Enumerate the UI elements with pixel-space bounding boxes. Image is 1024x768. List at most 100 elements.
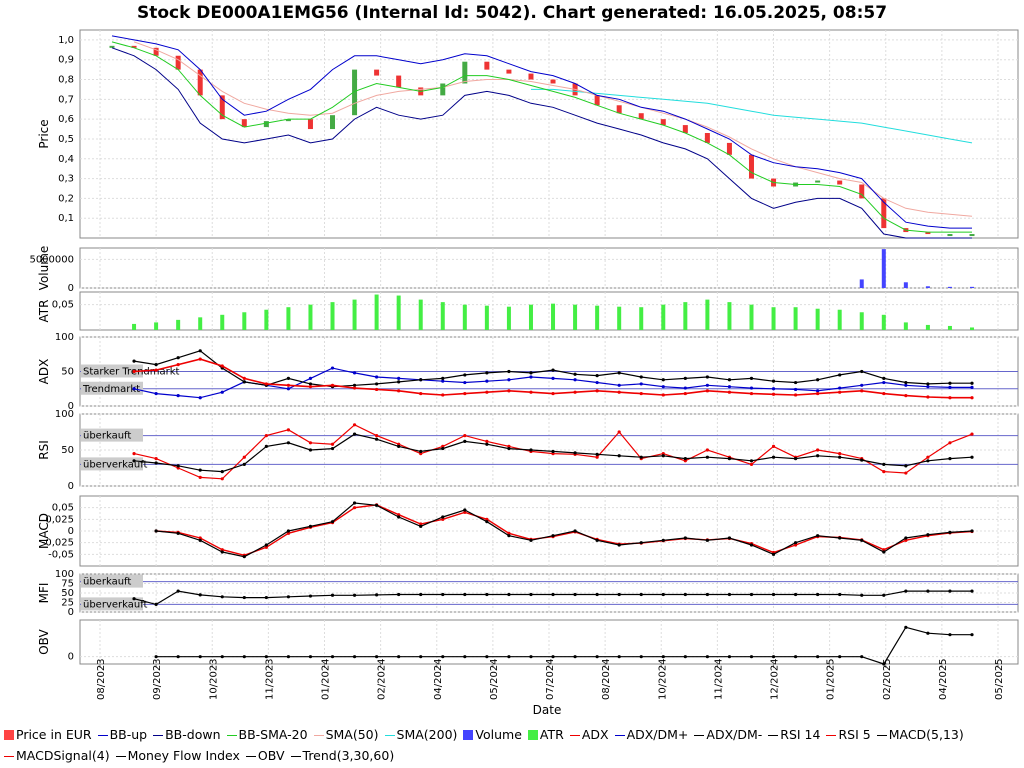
macd-line-point	[242, 555, 246, 559]
dm-minus-line-point	[485, 371, 489, 375]
price-candle	[263, 121, 269, 128]
macd-line-point	[771, 552, 776, 556]
volume-y-label: Volume	[37, 246, 51, 291]
price-candle	[660, 119, 666, 126]
legend-item: Money Flow Index	[115, 745, 240, 766]
rsi14-line-point	[683, 457, 687, 461]
rsi14-line-point	[595, 452, 599, 456]
obv-line-point	[507, 655, 511, 659]
y-tick-label: 0,05	[52, 300, 74, 311]
rsi14-line-point	[286, 441, 291, 445]
mfi-line-point	[882, 593, 886, 597]
dm-minus-line-point	[904, 380, 908, 385]
dm-plus-line-point	[771, 387, 776, 391]
legend-label: Volume	[475, 727, 522, 742]
atr-bar	[440, 302, 445, 330]
dm-plus-line-point	[308, 376, 313, 380]
macd-line-point	[882, 550, 886, 554]
price-candle	[638, 113, 644, 120]
legend-marker	[290, 756, 301, 757]
rsi14-line-point	[617, 454, 621, 458]
legend-item: SMA(200)	[384, 724, 457, 745]
rsi14-line-point	[639, 455, 643, 459]
dm-minus-line-point	[352, 383, 357, 387]
adx-panel: 0 50 100 ADX Starker Trendmarkt Trendmarkt	[37, 332, 1019, 412]
y-tick-label: 0	[68, 607, 74, 618]
dm-minus-line-point	[948, 381, 952, 385]
dm-minus-line-point	[595, 374, 599, 378]
mfi-line-point	[771, 592, 776, 597]
obv-line-point	[352, 655, 357, 659]
adx-y-label: ADX	[37, 359, 51, 385]
mfi-line-point	[705, 592, 709, 597]
rsi5-line-point	[264, 434, 268, 438]
rsi14-line-point	[882, 462, 886, 466]
obv-line-point	[705, 655, 709, 659]
adx-line-point	[264, 382, 268, 386]
legend-item: Price in EUR	[4, 724, 92, 745]
obv-line-point	[683, 655, 687, 659]
macd-signal-line-point	[463, 510, 467, 514]
adx-line-point	[286, 383, 291, 387]
mfi-line-point	[639, 592, 643, 597]
rsi14-line-point	[749, 459, 754, 463]
rsi5-line-point	[154, 457, 158, 461]
rsi14-line-point	[198, 468, 202, 472]
sma50-line	[133, 41, 973, 217]
obv-line-point	[485, 655, 489, 659]
y-tick-label: 0,5	[58, 134, 74, 145]
y-tick-label: 0	[68, 283, 74, 294]
atr-bar	[220, 314, 225, 330]
price-candle	[484, 61, 490, 70]
macd-line-point	[485, 520, 489, 524]
mfi-line-point	[683, 592, 687, 597]
dm-minus-line-point	[551, 368, 555, 372]
atr-bar	[727, 302, 732, 330]
macd-line-point	[397, 515, 401, 519]
rsi14-line-point	[838, 455, 842, 459]
rsi5-line-point	[352, 423, 357, 427]
dm-minus-line-point	[529, 371, 533, 375]
x-tick-label: 02/2024	[377, 658, 388, 700]
legend-item: OBV	[245, 745, 285, 766]
dm-plus-line-point	[904, 383, 908, 387]
legend-item: Volume	[463, 724, 522, 745]
atr-bar	[903, 322, 908, 330]
reference-label: Trendmarkt	[82, 384, 140, 395]
mfi-line-point	[904, 589, 908, 593]
dm-minus-line-point	[397, 380, 401, 384]
rsi14-line-point	[970, 455, 974, 459]
rsi5-line-point	[242, 455, 246, 459]
price-candle	[462, 61, 468, 84]
price-candle	[307, 119, 313, 130]
adx-line-point	[683, 391, 687, 396]
macd-line-point	[463, 508, 467, 512]
price-candle	[815, 180, 821, 183]
dm-plus-line-point	[286, 387, 291, 391]
dm-plus-line-point	[948, 385, 952, 389]
atr-bar	[859, 312, 864, 330]
legend-label: BB-SMA-20	[238, 727, 308, 742]
macd-line-point	[551, 534, 555, 538]
price-candle	[153, 47, 159, 56]
dm-minus-line-point	[154, 363, 158, 367]
dm-minus-line-point	[860, 369, 864, 374]
dm-minus-line-point	[771, 379, 776, 383]
macd-line-point	[507, 534, 511, 538]
rsi5-line-point	[198, 475, 202, 479]
y-tick-label: 0,3	[58, 174, 74, 185]
macd-line-point	[639, 541, 643, 545]
x-axis-label: Date	[533, 703, 562, 717]
dm-minus-line-point	[419, 378, 423, 382]
mfi-line-point	[286, 595, 291, 599]
legend-marker	[694, 735, 705, 736]
mfi-line-point	[330, 593, 335, 597]
dm-minus-line-point	[242, 380, 246, 384]
obv-line-point	[727, 655, 732, 659]
dm-minus-line-point	[749, 376, 754, 380]
price-candle	[726, 142, 732, 155]
dm-plus-line-point	[617, 383, 621, 387]
